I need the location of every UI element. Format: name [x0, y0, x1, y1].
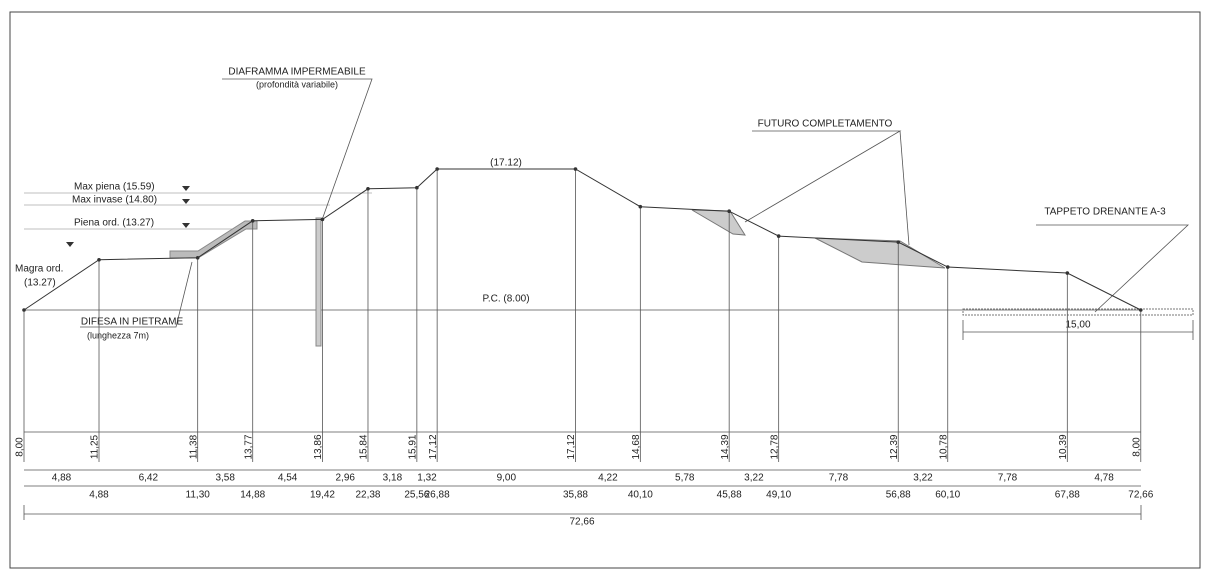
progressive-distance: 40,10 [628, 490, 653, 501]
drain-layer [962, 308, 1194, 316]
label: Magra ord. [15, 264, 63, 275]
partial-distance: 5,78 [675, 473, 695, 484]
progressive-distance: 22,38 [355, 490, 380, 501]
leader [222, 78, 373, 221]
partial-distance: 6,42 [139, 473, 159, 484]
elevation-label: 14,39 [720, 434, 731, 459]
label: (profondità variabile) [256, 79, 338, 89]
label: DIFESA IN PIETRAME [81, 317, 184, 328]
elevation-label: 8,00 [1131, 437, 1142, 457]
elevation-label: 10,78 [938, 434, 949, 459]
leader [80, 261, 193, 328]
diaphragm-wall [315, 217, 322, 347]
station-point [435, 167, 439, 171]
elevation-label: 12,78 [769, 434, 780, 459]
progressive-distance: 67,88 [1055, 490, 1080, 501]
partial-distance: 4,22 [598, 473, 618, 484]
partial-distance: 4,88 [52, 473, 72, 484]
partial-distance: 3,22 [744, 473, 764, 484]
station-point [195, 255, 200, 260]
label: (lunghezza 7m) [87, 330, 149, 340]
station-point [415, 185, 419, 190]
progressive-distance: 35,88 [563, 490, 588, 501]
elevation-label: 8,00 [15, 437, 26, 457]
leader [899, 130, 910, 246]
label: FUTURO COMPLETAMENTO [758, 119, 893, 130]
partial-distance: 9,00 [497, 473, 517, 484]
label: (17.12) [490, 158, 522, 169]
label: 15,00 [1065, 320, 1090, 331]
station-point [945, 265, 950, 269]
progressive-distance: 26,88 [425, 490, 450, 501]
elevation-label: 15,91 [407, 434, 418, 459]
total-length: 72,66 [569, 517, 594, 528]
progressive-distance: 11,30 [186, 490, 211, 501]
label: DIAFRAMMA IMPERMEABILE [228, 67, 366, 78]
elevation-label: 11,25 [90, 434, 101, 459]
partial-distance: 3,22 [913, 473, 933, 484]
station-point [896, 240, 901, 244]
partial-distance: 4,78 [1094, 473, 1114, 484]
progressive-distance: 45,88 [717, 490, 742, 501]
station-point [638, 204, 643, 209]
elevation-label: 13,77 [243, 434, 254, 459]
progressive-distance: 4,88 [89, 490, 109, 501]
progressive-distance: 49,10 [766, 490, 791, 501]
partial-distance: 4,54 [278, 473, 298, 484]
station-point [22, 308, 26, 312]
label: Max invase (14.80) [72, 195, 157, 206]
station-point [1065, 271, 1070, 275]
station-point [573, 167, 578, 171]
profile [23, 168, 1142, 311]
label: P.C. (8.00) [482, 294, 529, 305]
elevation-label: 12,39 [889, 434, 900, 459]
elevation-label: 17,12 [428, 434, 439, 459]
leader [1036, 224, 1190, 313]
label: Max piena (15.59) [74, 182, 155, 193]
progressive-distance: 72,66 [1128, 490, 1153, 501]
elevation-label: 14,68 [631, 434, 642, 459]
progressive-distance: 25,56 [404, 490, 429, 501]
station-point [320, 217, 325, 222]
station-point [776, 234, 781, 238]
progressive-distance: 14,88 [240, 490, 265, 501]
station-point [97, 257, 101, 262]
partial-distance: 3,18 [383, 473, 403, 484]
station-point [250, 218, 255, 223]
elevation-label: 17,12 [566, 434, 577, 459]
elevation-label: 11,38 [188, 434, 199, 459]
partial-distance: 1,32 [417, 473, 437, 484]
partial-distance: 7,78 [998, 473, 1018, 484]
elevation-label: 13,86 [313, 434, 324, 459]
leader [744, 130, 902, 223]
progressive-distance: 56,88 [886, 490, 911, 501]
station-point [366, 186, 370, 191]
label: Piena ord. (13.27) [74, 218, 154, 229]
progressive-distance: 19,42 [310, 490, 335, 501]
partial-distance: 3,58 [215, 473, 235, 484]
partial-distance: 7,78 [829, 473, 849, 484]
label: (13.27) [24, 278, 56, 289]
station-point [727, 209, 731, 214]
progressive-distance: 60,10 [935, 490, 960, 501]
label: TAPPETO DRENANTE A-3 [1044, 207, 1166, 218]
partial-distance: 2,96 [335, 473, 355, 484]
station-point [1138, 308, 1143, 312]
elevation-label: 15,84 [359, 434, 370, 459]
elevation-label: 10,39 [1058, 434, 1069, 459]
frame [9, 11, 1201, 569]
